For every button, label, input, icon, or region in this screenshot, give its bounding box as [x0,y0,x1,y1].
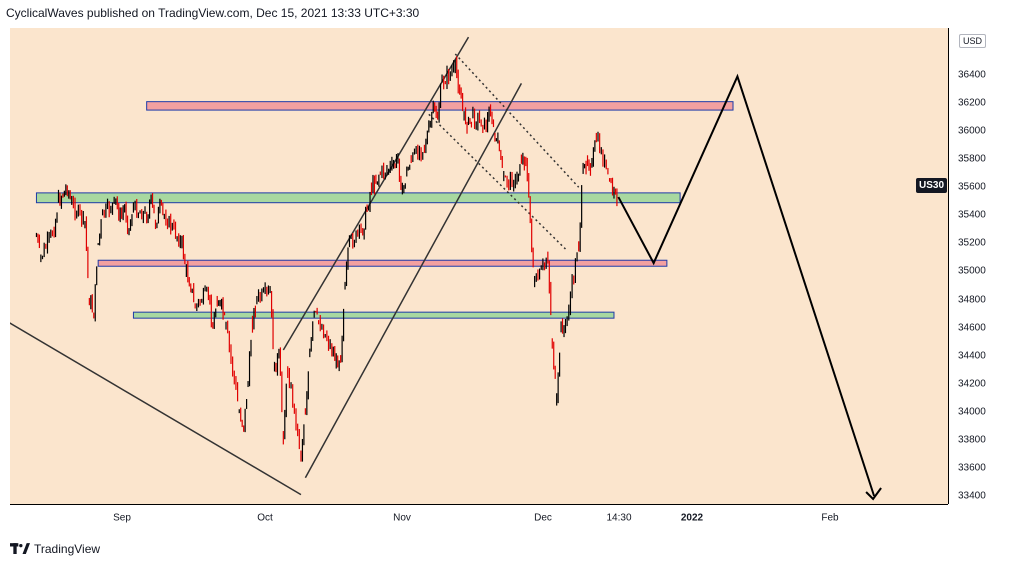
x-tick-label: Sep [113,512,131,524]
zone-green-3 [132,311,615,319]
x-tick-label: 14:30 [606,512,632,524]
zone-green-1 [35,192,681,204]
publisher-header: CyclicalWaves published on TradingView.c… [6,6,420,20]
footer-brand: TradingView [10,542,100,556]
zone-red-2 [97,259,668,267]
y-tick-label: 33800 [958,434,986,446]
x-tick-label: Oct [257,512,273,524]
trend-line-0 [10,322,302,496]
y-tick-label: 33600 [958,462,986,474]
y-tick-label: 34400 [958,350,986,362]
trend-line-1 [282,36,470,351]
y-tick-label: 35600 [958,181,986,193]
trend-line-3 [454,53,580,188]
x-tick-label: Dec [534,512,552,524]
y-tick-label: 36000 [958,125,986,137]
y-tick-label: 34600 [958,322,986,334]
y-tick-label: 35200 [958,237,986,249]
tradingview-logo-icon [10,543,30,554]
currency-label[interactable]: USD [959,34,987,48]
y-tick-label: 36400 [958,69,986,81]
y-tick-label: 34200 [958,378,986,390]
projection-path [617,73,876,497]
projection-arrow-head [865,487,882,501]
y-tick-label: 34000 [958,406,986,418]
trend-line-4 [428,113,567,250]
x-tick-label: Feb [821,512,839,524]
y-tick-label: 36200 [958,97,986,109]
y-tick-label: 34800 [958,294,986,306]
y-tick-label: 35400 [958,209,986,221]
x-tick-label: Nov [393,512,411,524]
trend-line-2 [304,83,523,479]
last-price-symbol-tag: US30 [916,178,948,193]
price-axis[interactable]: USD [948,28,999,504]
y-tick-label: 35000 [958,265,986,277]
zone-red-0 [146,101,734,111]
y-tick-label: 35800 [958,153,986,165]
footer-brand-label: TradingView [34,542,101,556]
chart-plot-group [10,36,882,501]
y-tick-label: 33400 [958,490,986,502]
time-axis[interactable] [10,504,948,533]
x-tick-label: 2022 [680,512,704,524]
